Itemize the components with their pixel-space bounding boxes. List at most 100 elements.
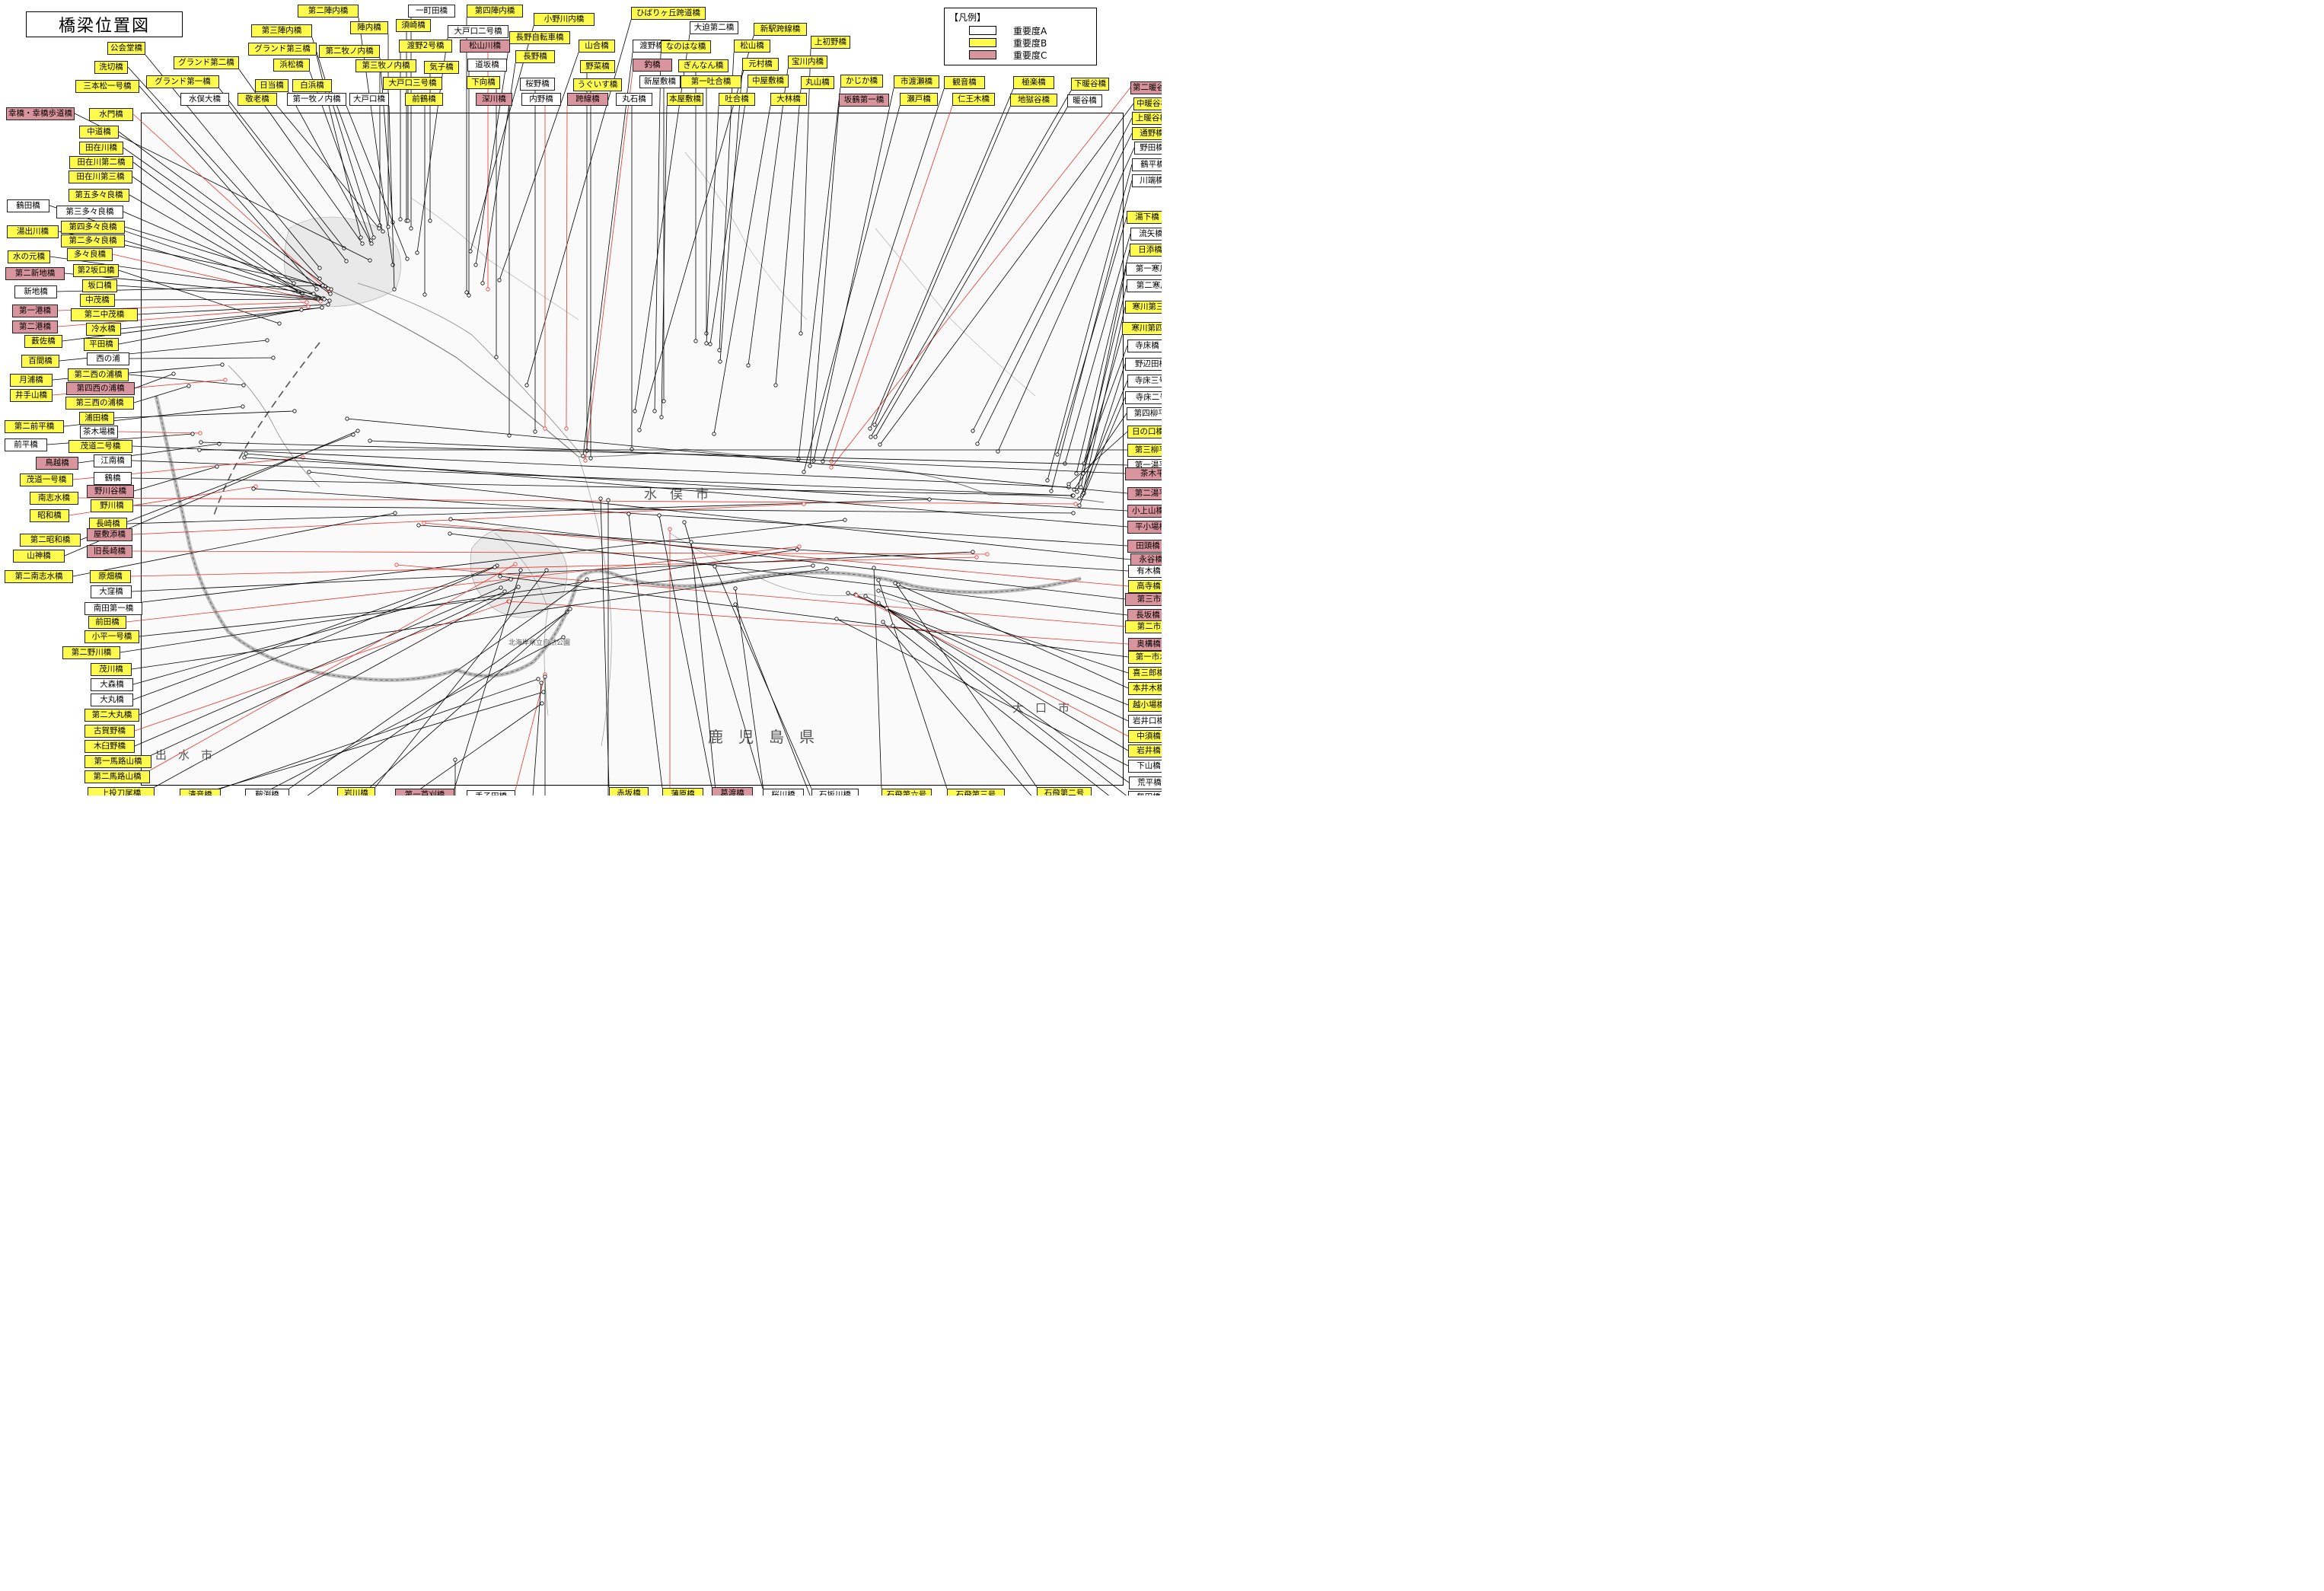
bridge-label[interactable]: 洗切橋	[94, 61, 128, 74]
bridge-label[interactable]: 日当橋	[255, 79, 289, 92]
bridge-label[interactable]: 第三陣内橋	[251, 24, 312, 37]
bridge-label[interactable]: 古賀野橋	[84, 725, 135, 738]
bridge-label[interactable]: 上初野橋	[811, 36, 850, 49]
bridge-label[interactable]: 江南橋	[94, 454, 132, 467]
map-area[interactable]: 水 俣 市 鹿 児 島 県 出 水 市 大 口 市 北海岸県立自然公園	[141, 113, 1124, 786]
bridge-label[interactable]: 長野自転車橋	[509, 31, 570, 44]
bridge-label[interactable]: 野田橋	[1134, 142, 1162, 155]
bridge-label[interactable]: 茂川橋	[91, 663, 132, 676]
bridge-label[interactable]: 内野橋	[521, 93, 561, 106]
bridge-label[interactable]: 下山橋	[1128, 760, 1162, 773]
bridge-label[interactable]: グランド第一橋	[146, 75, 219, 88]
bridge-label[interactable]: 第二牧ノ内橋	[319, 45, 380, 58]
bridge-label[interactable]: かじか橋	[840, 75, 883, 88]
bridge-label[interactable]: 石飛第二号	[1037, 787, 1092, 796]
bridge-label[interactable]: 大戸口二号橋	[448, 25, 508, 38]
bridge-label[interactable]: 第二寒川橋	[1127, 279, 1162, 292]
bridge-label[interactable]: 第四柳平橋	[1127, 407, 1162, 420]
bridge-label[interactable]: 第一港橋	[12, 304, 58, 317]
bridge-label[interactable]: 第二港橋	[12, 320, 58, 333]
bridge-label[interactable]: 手子田橋	[467, 790, 515, 796]
bridge-label[interactable]: 山合橋	[579, 40, 615, 53]
bridge-label[interactable]: 地獄谷橋	[1010, 94, 1057, 107]
bridge-label[interactable]: 野辺田橋	[1125, 358, 1162, 371]
bridge-label[interactable]: 第三牧ノ内橋	[355, 59, 416, 72]
bridge-label[interactable]: 山神橋	[13, 550, 65, 563]
bridge-label[interactable]: 市渡瀬橋	[894, 75, 939, 88]
bridge-label[interactable]: 鶴橋	[94, 472, 132, 485]
bridge-label[interactable]: 上暖谷橋	[1132, 112, 1162, 125]
bridge-label[interactable]: 陣内橋	[350, 21, 388, 34]
bridge-label[interactable]: 白浜橋	[292, 79, 332, 92]
bridge-label[interactable]: 第一芦刈橋	[395, 789, 454, 796]
bridge-label[interactable]: 鞍渕橋	[245, 789, 289, 796]
bridge-label[interactable]: 旧長崎橋	[87, 545, 132, 558]
bridge-label[interactable]: 暖谷橋	[1067, 94, 1102, 107]
bridge-label[interactable]: 気子橋	[424, 61, 459, 74]
bridge-label[interactable]: 多々良橋	[67, 248, 113, 261]
bridge-label[interactable]: 幸橋・幸橋歩道橋	[6, 107, 75, 120]
bridge-label[interactable]: 第三市木橋	[1125, 593, 1162, 606]
bridge-label[interactable]: 中須橋	[1128, 730, 1162, 743]
bridge-label[interactable]: 第一寒川橋	[1126, 263, 1162, 276]
bridge-label[interactable]: 喜三郎橋	[1128, 667, 1162, 680]
bridge-label[interactable]: 元村橋	[742, 58, 779, 71]
bridge-label[interactable]: 川端橋	[1132, 174, 1162, 187]
bridge-label[interactable]: 第一牧ノ内橋	[287, 93, 346, 106]
bridge-label[interactable]: 高寺橋	[1128, 580, 1162, 593]
bridge-label[interactable]: 下向橋	[467, 76, 500, 89]
bridge-label[interactable]: 第五多々良橋	[69, 189, 129, 202]
bridge-label[interactable]: 中暖谷橋	[1133, 97, 1162, 110]
bridge-label[interactable]: 公会堂橋	[107, 42, 145, 55]
bridge-label[interactable]: 岩川橋	[337, 787, 375, 796]
bridge-label[interactable]: 丸石橋	[616, 93, 652, 106]
bridge-label[interactable]: 流矢橋	[1130, 228, 1162, 241]
bridge-label[interactable]: 大窪橋	[91, 585, 132, 598]
bridge-label[interactable]: 井手山橋	[10, 389, 53, 402]
bridge-label[interactable]: 寺床三号橋	[1127, 375, 1162, 387]
bridge-label[interactable]: 田頭橋	[1127, 540, 1162, 553]
bridge-label[interactable]: 第2坂口橋	[73, 264, 119, 277]
bridge-label[interactable]: 寺床橋	[1127, 340, 1162, 352]
bridge-label[interactable]: 敬老橋	[238, 93, 277, 106]
bridge-label[interactable]: 極楽橋	[1013, 76, 1054, 89]
bridge-label[interactable]: 大森橋	[91, 678, 133, 691]
bridge-label[interactable]: 鶴平橋	[1132, 158, 1162, 171]
bridge-label[interactable]: 南田第一橋	[84, 602, 142, 615]
bridge-label[interactable]: 葛渡橋	[712, 787, 753, 796]
bridge-label[interactable]: うぐいす橋	[573, 78, 622, 91]
bridge-label[interactable]: 西の浦	[87, 352, 129, 365]
bridge-label[interactable]: 寒川第四号橋	[1122, 322, 1162, 335]
bridge-label[interactable]: 薮佐橋	[24, 335, 62, 348]
bridge-label[interactable]: 瀬戸橋	[900, 93, 938, 106]
bridge-label[interactable]: 石坂川橋	[811, 789, 859, 796]
bridge-label[interactable]: 田在川第三橋	[69, 171, 132, 183]
bridge-label[interactable]: 新駅跨線橋	[754, 23, 807, 36]
bridge-label[interactable]: 一町田橋	[408, 5, 455, 18]
bridge-label[interactable]: 有木橋	[1128, 565, 1162, 578]
bridge-label[interactable]: 長野橋	[515, 50, 555, 63]
bridge-label[interactable]: 第二西の浦橋	[68, 368, 129, 381]
bridge-label[interactable]: 石飛第三号	[947, 789, 1005, 796]
bridge-label[interactable]: 上投刀尾橋	[88, 787, 155, 796]
bridge-label[interactable]: 前平橋	[5, 438, 47, 451]
bridge-label[interactable]: 大林橋	[770, 93, 807, 106]
bridge-label[interactable]: 岩井口橋	[1128, 715, 1162, 728]
bridge-label[interactable]: 小平一号橋	[84, 630, 139, 643]
bridge-label[interactable]: 湯出川橋	[7, 225, 59, 238]
bridge-label[interactable]: 下暖谷橋	[1071, 78, 1109, 91]
bridge-label[interactable]: 昭和橋	[30, 509, 69, 522]
bridge-label[interactable]: 前鶴橋	[405, 93, 443, 106]
bridge-label[interactable]: 鳥越橋	[36, 457, 78, 470]
bridge-label[interactable]: 新地橋	[14, 285, 57, 298]
bridge-label[interactable]: 月浦橋	[10, 374, 53, 387]
bridge-label[interactable]: 水の元橋	[8, 250, 50, 263]
bridge-label[interactable]: 荒平橋	[1129, 776, 1162, 789]
bridge-label[interactable]: 第二市木橋	[1125, 620, 1162, 633]
bridge-label[interactable]: 第一馬路山橋	[84, 755, 151, 768]
bridge-label[interactable]: ぎんなん橋	[678, 59, 728, 72]
bridge-label[interactable]: 野川谷橋	[87, 485, 134, 498]
bridge-label[interactable]: 桜川橋	[763, 789, 804, 796]
bridge-label[interactable]: 第二暖谷橋	[1130, 81, 1162, 94]
bridge-label[interactable]: 第二新地橋	[5, 267, 65, 280]
